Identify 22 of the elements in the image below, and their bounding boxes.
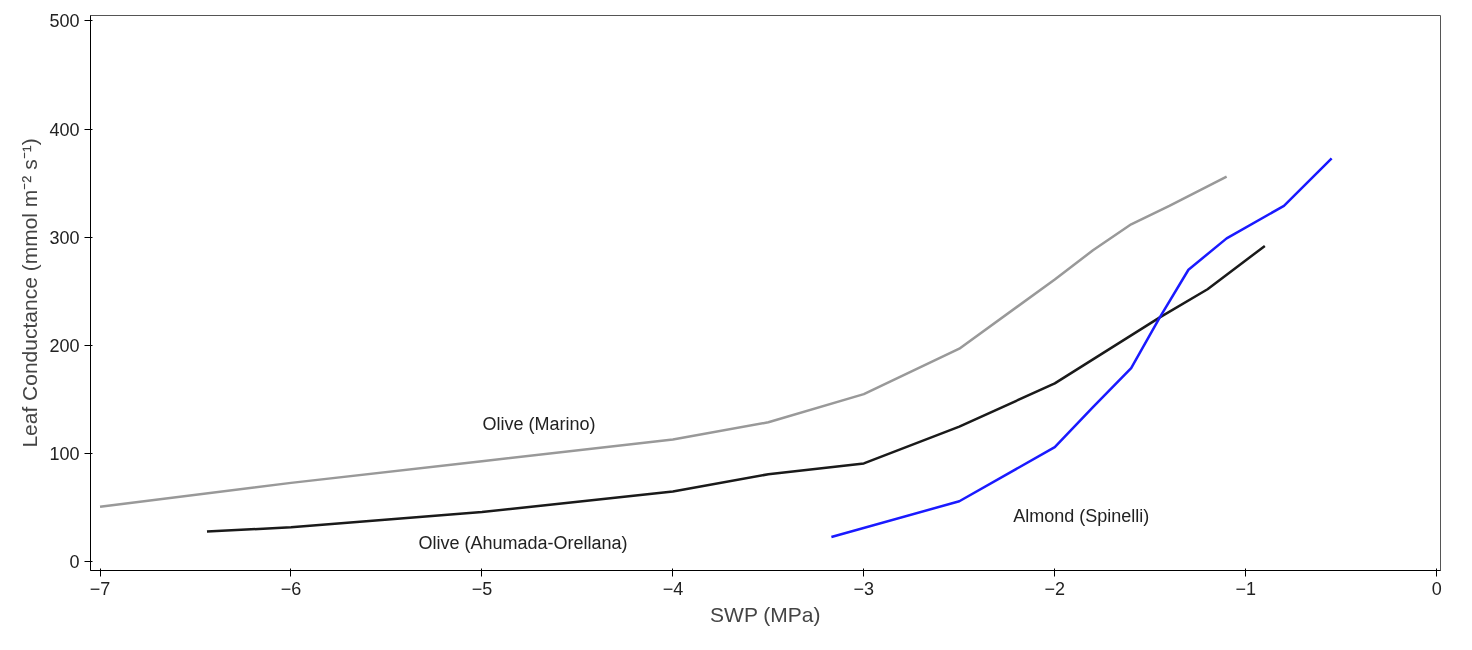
x-tick-label: 0: [1431, 578, 1442, 599]
x-tick-label: −1: [1235, 578, 1256, 599]
series-label: Olive (Marino): [482, 414, 596, 435]
y-tick-label: 400: [49, 119, 80, 140]
x-axis-title: SWP (MPa): [710, 602, 821, 626]
line-series: [205, 244, 1267, 533]
y-tick-label: 200: [49, 335, 80, 356]
line-series: [830, 157, 1333, 539]
x-tick-label: −5: [471, 578, 493, 599]
line-series: [98, 175, 1228, 508]
x-tick-label: −4: [662, 578, 684, 599]
x-tick-label: −2: [1044, 578, 1066, 599]
y-tick-label: 100: [49, 444, 80, 465]
y-tick-label: 0: [69, 552, 80, 573]
y-axis-title: Leaf Conductance (mmol m⁻² s⁻¹): [18, 138, 42, 448]
y-tick-label: 300: [49, 227, 80, 248]
x-tick-label: −3: [853, 578, 875, 599]
series-label: Olive (Ahumada-Orellana): [418, 533, 628, 554]
x-tick-label: −7: [89, 578, 111, 599]
y-tick-label: 500: [49, 11, 80, 32]
series-label: Almond (Spinelli): [1013, 506, 1150, 527]
x-tick-label: −6: [280, 578, 302, 599]
